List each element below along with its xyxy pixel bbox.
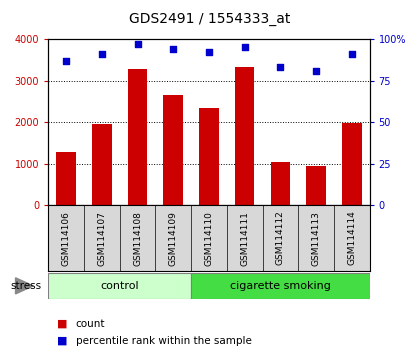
Bar	[48, 273, 191, 299]
Text: control: control	[100, 281, 139, 291]
Point	[206, 50, 212, 55]
Bar	[199, 108, 219, 205]
Bar	[56, 152, 76, 205]
Text: GSM114110: GSM114110	[205, 211, 213, 266]
Text: GSM114109: GSM114109	[169, 211, 178, 266]
Text: GDS2491 / 1554333_at: GDS2491 / 1554333_at	[129, 12, 291, 27]
Bar	[342, 123, 362, 205]
Point	[312, 68, 319, 73]
Bar	[306, 166, 326, 205]
Text: cigarette smoking: cigarette smoking	[230, 281, 331, 291]
Point	[277, 64, 284, 70]
Text: GSM114111: GSM114111	[240, 211, 249, 266]
Bar	[92, 124, 112, 205]
Text: count: count	[76, 319, 105, 329]
Bar	[128, 69, 147, 205]
Text: GSM114112: GSM114112	[276, 211, 285, 266]
Polygon shape	[16, 278, 33, 294]
Text: ■: ■	[57, 336, 67, 346]
Text: GSM114108: GSM114108	[133, 211, 142, 266]
Text: percentile rank within the sample: percentile rank within the sample	[76, 336, 252, 346]
Bar	[235, 67, 255, 205]
Point	[63, 58, 70, 63]
Bar	[163, 95, 183, 205]
Text: ■: ■	[57, 319, 67, 329]
Point	[134, 41, 141, 47]
Bar	[270, 162, 290, 205]
Point	[241, 45, 248, 50]
Text: GSM114106: GSM114106	[62, 211, 71, 266]
Point	[170, 46, 177, 52]
Text: GSM114114: GSM114114	[347, 211, 356, 266]
Text: stress: stress	[11, 281, 42, 291]
Text: GSM114113: GSM114113	[312, 211, 320, 266]
Point	[349, 51, 355, 57]
Text: GSM114107: GSM114107	[97, 211, 106, 266]
Bar	[191, 273, 370, 299]
Point	[98, 51, 105, 57]
